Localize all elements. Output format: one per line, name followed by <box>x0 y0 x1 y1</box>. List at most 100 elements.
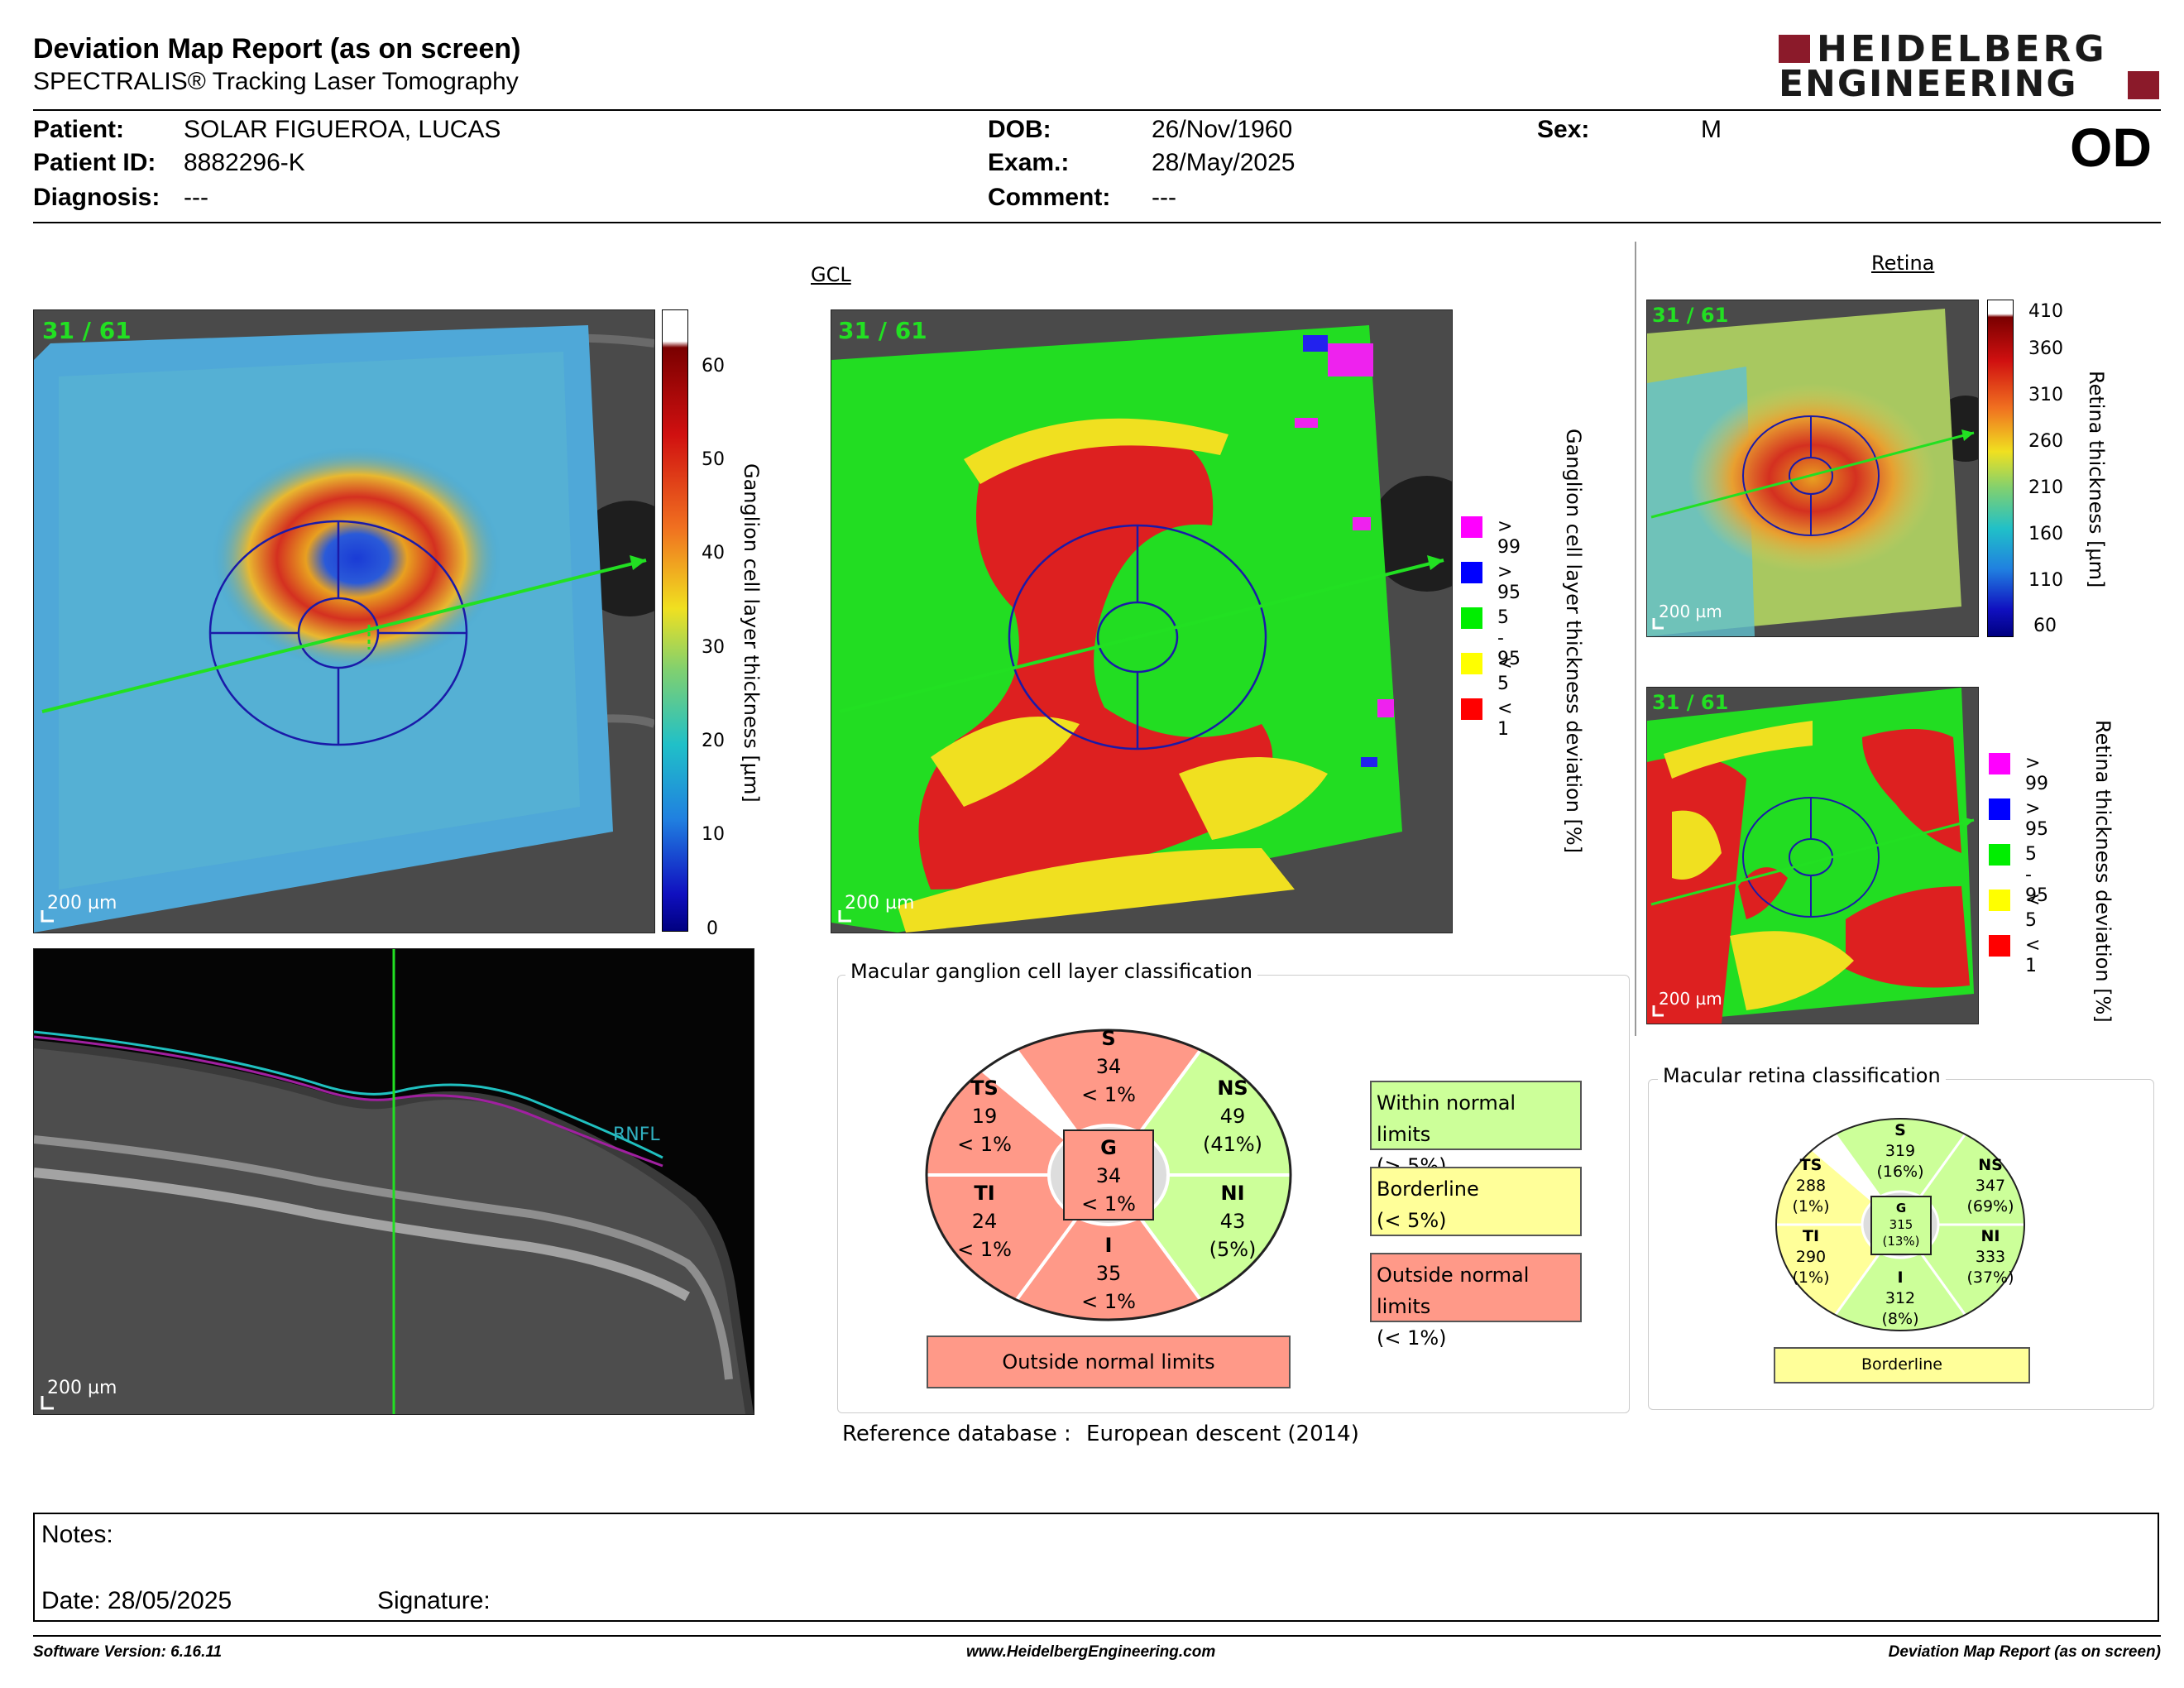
legend-swatch-blue <box>1461 562 1482 583</box>
sector-name: G <box>1100 1136 1117 1159</box>
retina-deviation-label: Retina thickness deviation [%] <box>2091 720 2115 1023</box>
gcl-section-title: GCL <box>811 263 851 286</box>
legend-swatch-magenta <box>1461 516 1482 538</box>
retina-tick: 410 <box>2028 301 2063 322</box>
legend-label: < 1 <box>2025 935 2041 976</box>
retina-deviation-map[interactable]: 31 / 61 200 µm <box>1646 687 1979 1024</box>
reference-value: European descent (2014) <box>1086 1422 1359 1446</box>
gcl-tick: 10 <box>702 824 725 845</box>
eye-label: OD <box>2070 117 2152 178</box>
retina-result-box: Borderline <box>1774 1347 2030 1383</box>
sector-i <box>1819 1222 1981 1331</box>
diagnosis-value: --- <box>184 184 208 211</box>
patient-id-label: Patient ID: <box>33 149 156 176</box>
reference-db: Reference database : European descent (2… <box>842 1422 1359 1446</box>
gcl-thickness-map-image <box>34 310 654 933</box>
key-within-normal: Within normal limits (> 5%) <box>1370 1081 1582 1177</box>
comment-label: Comment: <box>988 184 1111 211</box>
sector-pct: (1%) <box>1792 1268 1830 1287</box>
retina-classification-chart <box>1775 1118 2025 1331</box>
sex-label: Sex: <box>1537 116 1590 143</box>
gcl-deviation-map[interactable]: 31 / 61 200 µm <box>831 309 1453 933</box>
legend-label: < 1 <box>1497 698 1513 740</box>
exam-label: Exam.: <box>988 149 1070 176</box>
sector-value: 319 <box>1885 1142 1916 1160</box>
sector-i <box>989 1172 1228 1320</box>
sector-name: S <box>1894 1121 1906 1139</box>
footer-rule <box>33 1635 2161 1637</box>
column-divider <box>1635 242 1636 1036</box>
sector-name: NI <box>1980 1227 2000 1245</box>
report-subtitle: SPECTRALIS® Tracking Laser Tomography <box>33 68 519 95</box>
dob-value: 26/Nov/1960 <box>1152 116 1293 143</box>
sector-name: TS <box>1799 1156 1822 1174</box>
gcl-tick: 20 <box>702 731 725 751</box>
notes-date: Date: 28/05/2025 <box>41 1587 232 1614</box>
sex-value: M <box>1701 116 1722 143</box>
key-borderline: Borderline (< 5%) <box>1370 1167 1582 1236</box>
logo-square-top-icon <box>1779 35 1810 63</box>
sector-pct: < 1% <box>1081 1192 1136 1216</box>
retina-tick: 260 <box>2028 431 2063 452</box>
legend-swatch-red <box>1989 935 2010 957</box>
sector-value: 34 <box>1095 1055 1122 1078</box>
gcl-map-frame: 31 / 61 <box>42 317 132 344</box>
key-line: (< 1%) <box>1377 1326 1447 1350</box>
retina-classification-title: Macular retina classification <box>1658 1064 1946 1087</box>
heidelberg-logo: HEIDELBERG ENGINEERING <box>1779 28 2159 105</box>
sector-pct: (37%) <box>1966 1268 2014 1287</box>
diagnosis-label: Diagnosis: <box>33 184 160 211</box>
legend-label: < 5 <box>1497 653 1513 694</box>
footer-website[interactable]: www.HeidelbergEngineering.com <box>966 1643 1216 1661</box>
sector-name: I <box>1104 1234 1113 1257</box>
legend-swatch-magenta <box>1989 753 2010 774</box>
sector-name: NI <box>1220 1182 1245 1205</box>
retina-map-scale: 200 µm <box>1659 602 1722 621</box>
patient-id: 8882296-K <box>184 149 305 176</box>
logo-square-bottom-icon <box>2128 71 2159 99</box>
retina-dev-frame: 31 / 61 <box>1652 691 1729 714</box>
gcl-sector-labels: S 34 < 1% TS 19 < 1% NS 49 (41%) G 34 < 1% TI 24 <… <box>918 1018 1299 1332</box>
sector-pct: (13%) <box>1882 1234 1920 1249</box>
header-rule <box>33 109 2161 111</box>
retina-tick: 310 <box>2028 385 2063 405</box>
sector-pct: (41%) <box>1202 1133 1263 1156</box>
retina-dev-scale: 200 µm <box>1659 989 1722 1009</box>
logo-line1: HEIDELBERG <box>1817 28 2108 70</box>
gcl-thickness-map[interactable]: 31 / 61 200 µm <box>33 309 655 933</box>
sector-name: TS <box>970 1077 999 1100</box>
sector-pct: (1%) <box>1792 1197 1830 1216</box>
key-line: Within normal limits <box>1377 1091 1516 1146</box>
footer-software: Software Version: 6.16.11 <box>33 1643 223 1661</box>
sector-name: S <box>1101 1027 1116 1050</box>
retina-section-title: Retina <box>1871 252 1935 275</box>
gcl-colorbar <box>662 309 688 932</box>
exam-value: 28/May/2025 <box>1152 149 1296 176</box>
retina-tick: 110 <box>2028 570 2063 591</box>
sector-pct: < 1% <box>1081 1290 1136 1313</box>
legend-label: > 99 <box>1497 516 1521 558</box>
oct-bscan[interactable]: RNFL 200 µm <box>33 948 754 1415</box>
notes-box[interactable]: Notes: Date: 28/05/2025 Signature: <box>33 1513 2159 1622</box>
patient-label: Patient: <box>33 116 125 143</box>
oct-scale: 200 µm <box>47 1378 117 1398</box>
legend-label: > 95 <box>1497 562 1521 603</box>
sector-pct: (16%) <box>1876 1163 1924 1181</box>
legend-label: > 99 <box>2025 753 2048 794</box>
sector-value: 35 <box>1095 1262 1122 1285</box>
legend-swatch-blue <box>1989 798 2010 820</box>
sector-g <box>1063 1129 1154 1220</box>
gcl-classification-title: Macular ganglion cell layer classificati… <box>845 960 1257 983</box>
retina-thickness-map-image <box>1647 300 1978 636</box>
gcl-colorbar-label: Ganglion cell layer thickness [µm] <box>740 463 763 803</box>
retina-map-frame: 31 / 61 <box>1652 304 1729 327</box>
legend-label: > 95 <box>2025 798 2048 840</box>
legend-swatch-green <box>1461 607 1482 629</box>
retina-sector-labels: S 319 (16%) TS 288 (1%) NS 347 (69%) G 315 (13%)… <box>1772 1115 2028 1334</box>
sector-name: NS <box>1217 1077 1248 1100</box>
retina-deviation-map-image <box>1647 688 1978 1024</box>
legend-label: 5 - 95 <box>2025 844 2048 906</box>
retina-thickness-map[interactable]: 31 / 61 200 µm <box>1646 300 1979 637</box>
report-title: Deviation Map Report (as on screen) <box>33 33 521 65</box>
sector-name: TI <box>1802 1227 1820 1245</box>
